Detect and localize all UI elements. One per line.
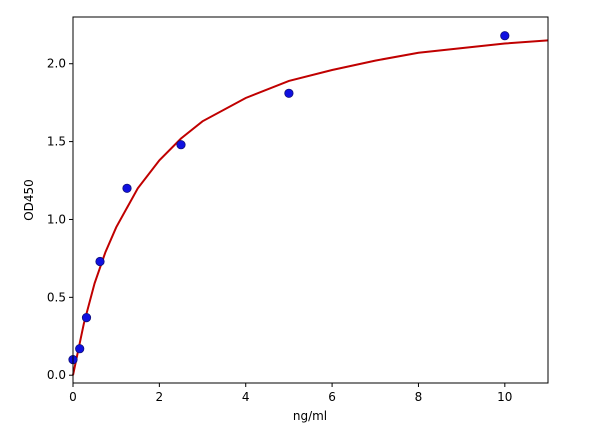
data-point	[176, 140, 186, 150]
x-tick-label: 0	[69, 390, 77, 404]
y-tick-label: 0.0	[47, 368, 66, 382]
data-points-layer	[68, 31, 510, 365]
plot-frame	[72, 16, 549, 384]
x-tick-label: 2	[156, 390, 164, 404]
data-point	[81, 312, 92, 323]
x-axis-label: ng/ml	[293, 409, 327, 423]
y-tick-label: 1.0	[47, 212, 66, 226]
data-point	[95, 256, 105, 267]
x-axis-ticks: 0 2 4 6 8 10	[69, 383, 512, 404]
x-tick-label: 6	[328, 390, 336, 404]
plot-area	[73, 17, 548, 383]
data-point	[122, 183, 132, 193]
y-tick-label: 0.5	[47, 290, 66, 304]
x-tick-label: 10	[497, 390, 512, 404]
y-tick-label: 2.0	[47, 57, 66, 71]
data-point	[75, 344, 85, 354]
x-tick-label: 8	[415, 390, 423, 404]
y-axis-label: OD450	[22, 179, 36, 221]
x-tick-label: 4	[242, 390, 250, 404]
data-point	[284, 88, 294, 98]
y-tick-label: 1.5	[47, 135, 66, 149]
data-point	[500, 31, 510, 41]
y-axis-ticks: 0.0 0.5 1.0 1.5 2.0	[47, 57, 73, 382]
